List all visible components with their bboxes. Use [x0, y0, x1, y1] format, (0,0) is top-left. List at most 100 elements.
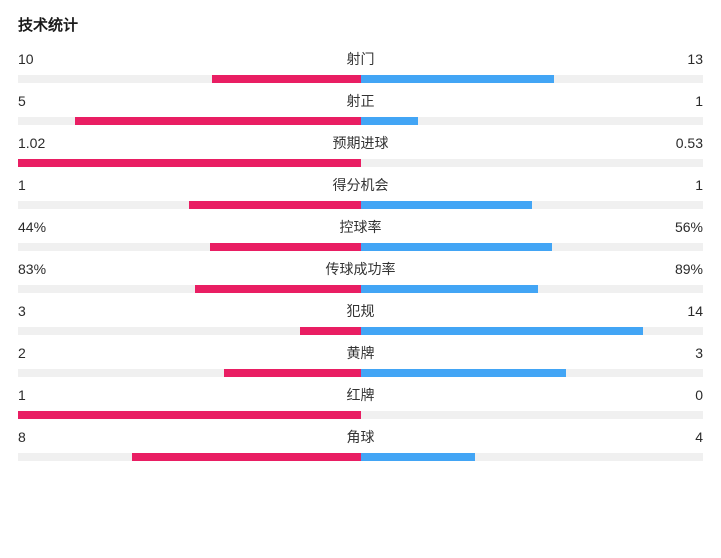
bar-fill-right	[361, 369, 567, 377]
stat-bars	[18, 285, 703, 293]
bar-half-left	[18, 285, 361, 293]
stat-bars	[18, 243, 703, 251]
stat-left-value: 83%	[18, 261, 58, 277]
bar-half-left	[18, 369, 361, 377]
stat-row: 3犯规14	[18, 301, 703, 335]
stat-right-value: 3	[663, 345, 703, 361]
bar-half-left	[18, 327, 361, 335]
stat-name: 预期进球	[58, 133, 663, 153]
stat-name: 射门	[58, 49, 663, 69]
stat-bars	[18, 453, 703, 461]
bar-fill-right	[361, 327, 643, 335]
stat-bars	[18, 201, 703, 209]
bar-half-left	[18, 453, 361, 461]
bar-half-left	[18, 159, 361, 167]
stat-name: 控球率	[58, 217, 663, 237]
bar-half-right	[361, 243, 704, 251]
stat-bars	[18, 327, 703, 335]
stat-left-value: 44%	[18, 219, 58, 235]
bar-half-right	[361, 411, 704, 419]
stat-labels: 1得分机会1	[18, 175, 703, 195]
stat-name: 传球成功率	[58, 259, 663, 279]
stat-labels: 8角球4	[18, 427, 703, 447]
stat-bars	[18, 75, 703, 83]
stat-name: 射正	[58, 91, 663, 111]
stat-left-value: 8	[18, 429, 58, 445]
bar-fill-right	[361, 75, 555, 83]
bar-half-left	[18, 75, 361, 83]
stat-labels: 1红牌0	[18, 385, 703, 405]
stat-name: 得分机会	[58, 175, 663, 195]
stat-right-value: 0	[663, 387, 703, 403]
stat-left-value: 5	[18, 93, 58, 109]
stat-bars	[18, 411, 703, 419]
stat-row: 10射门13	[18, 49, 703, 83]
bar-half-left	[18, 201, 361, 209]
bar-half-right	[361, 75, 704, 83]
stat-row: 1.02预期进球0.53	[18, 133, 703, 167]
bar-fill-right	[361, 453, 475, 461]
stat-labels: 2黄牌3	[18, 343, 703, 363]
stat-left-value: 1	[18, 177, 58, 193]
stat-labels: 83%传球成功率89%	[18, 259, 703, 279]
stat-labels: 10射门13	[18, 49, 703, 69]
stat-name: 角球	[58, 427, 663, 447]
bar-fill-left	[18, 159, 361, 167]
stat-labels: 1.02预期进球0.53	[18, 133, 703, 153]
bar-half-right	[361, 369, 704, 377]
stat-bars	[18, 117, 703, 125]
stat-row: 1得分机会1	[18, 175, 703, 209]
stat-right-value: 4	[663, 429, 703, 445]
bar-half-right	[361, 327, 704, 335]
stat-bars	[18, 159, 703, 167]
stat-right-value: 0.53	[663, 135, 703, 151]
stat-row: 2黄牌3	[18, 343, 703, 377]
stat-left-value: 1	[18, 387, 58, 403]
stat-left-value: 2	[18, 345, 58, 361]
stat-name: 红牌	[58, 385, 663, 405]
bar-fill-left	[132, 453, 360, 461]
bar-half-right	[361, 285, 704, 293]
stat-left-value: 1.02	[18, 135, 58, 151]
stat-row: 5射正1	[18, 91, 703, 125]
stat-labels: 5射正1	[18, 91, 703, 111]
bar-fill-left	[300, 327, 360, 335]
stats-container: 10射门135射正11.02预期进球0.531得分机会144%控球率56%83%…	[18, 49, 703, 461]
bar-fill-left	[195, 285, 360, 293]
bar-fill-right	[361, 117, 418, 125]
bar-half-right	[361, 117, 704, 125]
bar-half-right	[361, 453, 704, 461]
stat-right-value: 13	[663, 51, 703, 67]
stat-right-value: 89%	[663, 261, 703, 277]
bar-fill-right	[361, 243, 553, 251]
stat-labels: 3犯规14	[18, 301, 703, 321]
stat-right-value: 1	[663, 177, 703, 193]
bar-fill-left	[18, 411, 361, 419]
bar-fill-left	[75, 117, 360, 125]
stat-name: 犯规	[58, 301, 663, 321]
stat-left-value: 3	[18, 303, 58, 319]
bar-fill-left	[189, 201, 360, 209]
stat-labels: 44%控球率56%	[18, 217, 703, 237]
bar-half-right	[361, 159, 704, 167]
bar-fill-right	[361, 201, 532, 209]
bar-fill-right	[361, 285, 538, 293]
bar-fill-left	[212, 75, 361, 83]
stat-right-value: 56%	[663, 219, 703, 235]
stat-row: 1红牌0	[18, 385, 703, 419]
bar-fill-left	[210, 243, 361, 251]
stat-left-value: 10	[18, 51, 58, 67]
stat-row: 44%控球率56%	[18, 217, 703, 251]
bar-half-left	[18, 411, 361, 419]
stat-right-value: 14	[663, 303, 703, 319]
bar-half-left	[18, 117, 361, 125]
section-title: 技术统计	[18, 14, 703, 35]
stat-row: 83%传球成功率89%	[18, 259, 703, 293]
bar-half-left	[18, 243, 361, 251]
bar-fill-left	[224, 369, 361, 377]
stat-name: 黄牌	[58, 343, 663, 363]
bar-half-right	[361, 201, 704, 209]
stat-right-value: 1	[663, 93, 703, 109]
stat-bars	[18, 369, 703, 377]
stat-row: 8角球4	[18, 427, 703, 461]
